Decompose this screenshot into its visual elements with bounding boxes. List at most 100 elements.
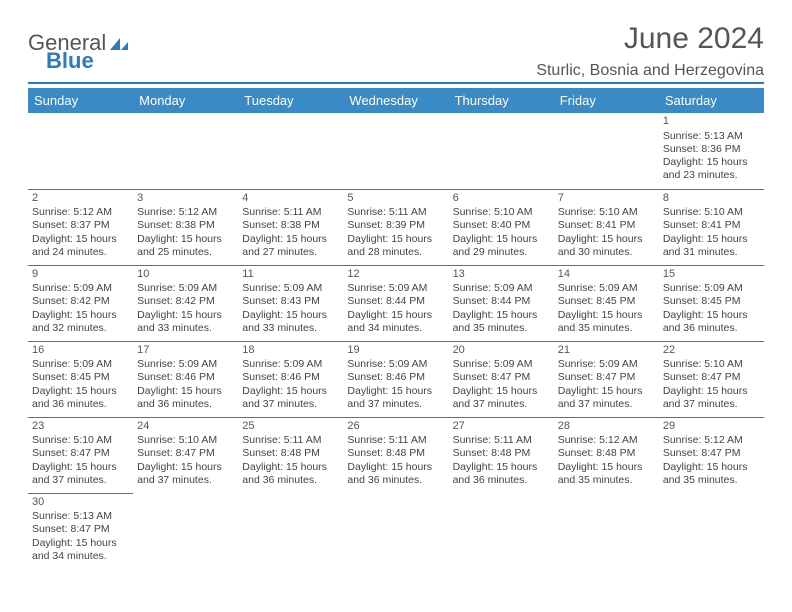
calendar-cell — [238, 113, 343, 189]
daylight-line: Daylight: 15 hours and 33 minutes. — [242, 309, 339, 335]
day-number: 20 — [453, 344, 550, 358]
daylight-line: Daylight: 15 hours and 28 minutes. — [347, 233, 444, 259]
sunset-line: Sunset: 8:37 PM — [32, 219, 129, 232]
daylight-line: Daylight: 15 hours and 37 minutes. — [242, 385, 339, 411]
sunrise-line: Sunrise: 5:12 AM — [663, 434, 760, 447]
daylight-line: Daylight: 15 hours and 34 minutes. — [32, 537, 129, 563]
calendar-cell: 9Sunrise: 5:09 AMSunset: 8:42 PMDaylight… — [28, 265, 133, 341]
calendar-cell: 28Sunrise: 5:12 AMSunset: 8:48 PMDayligh… — [554, 417, 659, 493]
day-number: 25 — [242, 420, 339, 434]
calendar-cell: 17Sunrise: 5:09 AMSunset: 8:46 PMDayligh… — [133, 341, 238, 417]
daylight-line: Daylight: 15 hours and 27 minutes. — [242, 233, 339, 259]
day-number: 22 — [663, 344, 760, 358]
sunset-line: Sunset: 8:45 PM — [32, 371, 129, 384]
sunrise-line: Sunrise: 5:09 AM — [32, 358, 129, 371]
calendar-cell — [133, 493, 238, 569]
day-number: 15 — [663, 268, 760, 282]
sunset-line: Sunset: 8:40 PM — [453, 219, 550, 232]
calendar-cell: 7Sunrise: 5:10 AMSunset: 8:41 PMDaylight… — [554, 189, 659, 265]
sunset-line: Sunset: 8:48 PM — [242, 447, 339, 460]
day-number: 2 — [32, 192, 129, 206]
sunrise-line: Sunrise: 5:10 AM — [137, 434, 234, 447]
daylight-line: Daylight: 15 hours and 29 minutes. — [453, 233, 550, 259]
daylight-line: Daylight: 15 hours and 24 minutes. — [32, 233, 129, 259]
title-block: June 2024 — [624, 22, 764, 56]
daylight-line: Daylight: 15 hours and 37 minutes. — [137, 461, 234, 487]
calendar-cell — [554, 493, 659, 569]
sunset-line: Sunset: 8:44 PM — [453, 295, 550, 308]
sunrise-line: Sunrise: 5:12 AM — [32, 206, 129, 219]
sunset-line: Sunset: 8:47 PM — [32, 447, 129, 460]
daylight-line: Daylight: 15 hours and 35 minutes. — [558, 309, 655, 335]
calendar-cell — [238, 493, 343, 569]
sunrise-line: Sunrise: 5:12 AM — [137, 206, 234, 219]
logo-sail-icon — [106, 30, 130, 56]
weekday-header: Friday — [554, 88, 659, 113]
daylight-line: Daylight: 15 hours and 36 minutes. — [242, 461, 339, 487]
calendar-cell: 20Sunrise: 5:09 AMSunset: 8:47 PMDayligh… — [449, 341, 554, 417]
day-number: 17 — [137, 344, 234, 358]
daylight-line: Daylight: 15 hours and 30 minutes. — [558, 233, 655, 259]
day-number: 21 — [558, 344, 655, 358]
sunrise-line: Sunrise: 5:11 AM — [347, 434, 444, 447]
calendar-cell: 5Sunrise: 5:11 AMSunset: 8:39 PMDaylight… — [343, 189, 448, 265]
sunrise-line: Sunrise: 5:09 AM — [137, 282, 234, 295]
day-number: 13 — [453, 268, 550, 282]
daylight-line: Daylight: 15 hours and 25 minutes. — [137, 233, 234, 259]
sunrise-line: Sunrise: 5:09 AM — [663, 282, 760, 295]
day-number: 16 — [32, 344, 129, 358]
sunset-line: Sunset: 8:36 PM — [663, 143, 760, 156]
logo-text-2: Blue — [46, 48, 94, 74]
day-number: 9 — [32, 268, 129, 282]
day-number: 27 — [453, 420, 550, 434]
sunrise-line: Sunrise: 5:09 AM — [558, 282, 655, 295]
weekday-header-row: Sunday Monday Tuesday Wednesday Thursday… — [28, 88, 764, 113]
daylight-line: Daylight: 15 hours and 36 minutes. — [32, 385, 129, 411]
daylight-line: Daylight: 15 hours and 36 minutes. — [663, 309, 760, 335]
weekday-header: Sunday — [28, 88, 133, 113]
sunset-line: Sunset: 8:38 PM — [137, 219, 234, 232]
day-number: 6 — [453, 192, 550, 206]
calendar-cell: 21Sunrise: 5:09 AMSunset: 8:47 PMDayligh… — [554, 341, 659, 417]
day-number: 14 — [558, 268, 655, 282]
daylight-line: Daylight: 15 hours and 23 minutes. — [663, 156, 760, 182]
sunset-line: Sunset: 8:48 PM — [347, 447, 444, 460]
daylight-line: Daylight: 15 hours and 37 minutes. — [558, 385, 655, 411]
calendar-cell: 24Sunrise: 5:10 AMSunset: 8:47 PMDayligh… — [133, 417, 238, 493]
sunset-line: Sunset: 8:47 PM — [558, 371, 655, 384]
sunset-line: Sunset: 8:48 PM — [453, 447, 550, 460]
sunset-line: Sunset: 8:47 PM — [137, 447, 234, 460]
calendar-week-row: 30Sunrise: 5:13 AMSunset: 8:47 PMDayligh… — [28, 493, 764, 569]
day-number: 28 — [558, 420, 655, 434]
sunset-line: Sunset: 8:39 PM — [347, 219, 444, 232]
location-bar: Sturlic, Bosnia and Herzegovina — [28, 62, 764, 84]
calendar-cell: 29Sunrise: 5:12 AMSunset: 8:47 PMDayligh… — [659, 417, 764, 493]
weekday-header: Monday — [133, 88, 238, 113]
calendar-cell: 16Sunrise: 5:09 AMSunset: 8:45 PMDayligh… — [28, 341, 133, 417]
calendar-cell: 10Sunrise: 5:09 AMSunset: 8:42 PMDayligh… — [133, 265, 238, 341]
calendar-cell — [554, 113, 659, 189]
calendar-cell: 11Sunrise: 5:09 AMSunset: 8:43 PMDayligh… — [238, 265, 343, 341]
day-number: 11 — [242, 268, 339, 282]
sunrise-line: Sunrise: 5:10 AM — [663, 206, 760, 219]
calendar-cell: 18Sunrise: 5:09 AMSunset: 8:46 PMDayligh… — [238, 341, 343, 417]
header: General June 2024 — [28, 22, 764, 56]
calendar-cell — [343, 113, 448, 189]
sunrise-line: Sunrise: 5:11 AM — [347, 206, 444, 219]
sunset-line: Sunset: 8:47 PM — [663, 447, 760, 460]
day-number: 5 — [347, 192, 444, 206]
day-number: 7 — [558, 192, 655, 206]
weekday-header: Saturday — [659, 88, 764, 113]
daylight-line: Daylight: 15 hours and 33 minutes. — [137, 309, 234, 335]
daylight-line: Daylight: 15 hours and 37 minutes. — [32, 461, 129, 487]
calendar-cell: 22Sunrise: 5:10 AMSunset: 8:47 PMDayligh… — [659, 341, 764, 417]
day-number: 3 — [137, 192, 234, 206]
sunrise-line: Sunrise: 5:10 AM — [558, 206, 655, 219]
sunrise-line: Sunrise: 5:10 AM — [32, 434, 129, 447]
day-number: 26 — [347, 420, 444, 434]
calendar-cell — [659, 493, 764, 569]
sunrise-line: Sunrise: 5:13 AM — [32, 510, 129, 523]
daylight-line: Daylight: 15 hours and 37 minutes. — [453, 385, 550, 411]
daylight-line: Daylight: 15 hours and 31 minutes. — [663, 233, 760, 259]
sunset-line: Sunset: 8:41 PM — [663, 219, 760, 232]
